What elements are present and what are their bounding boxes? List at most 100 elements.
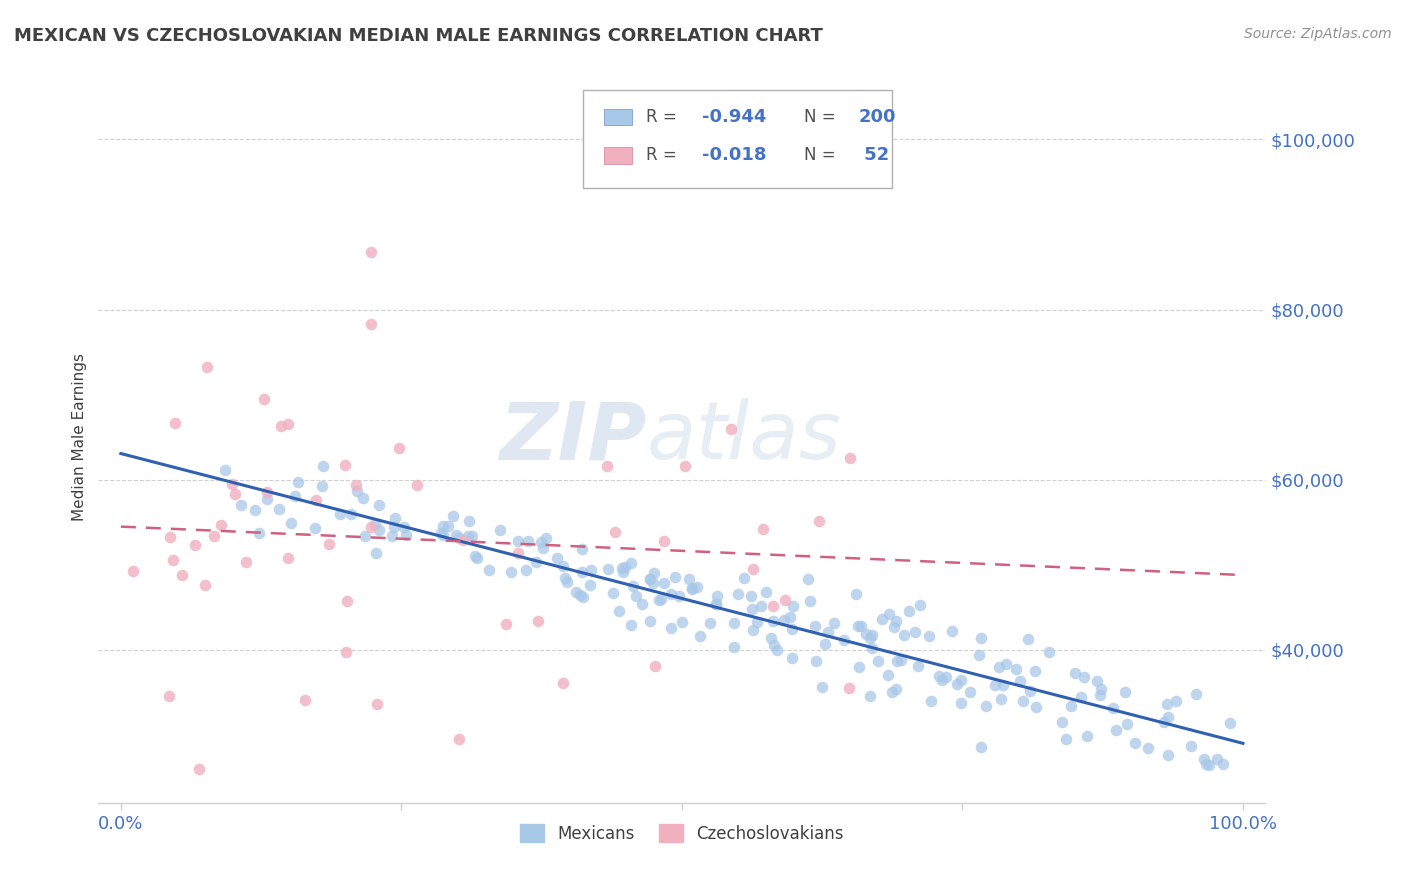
Point: [579, 577, 602, 591]
Point: [762, 599, 785, 613]
Point: [1114, 685, 1136, 699]
Text: MEXICAN VS CZECHOSLOVAKIAN MEDIAN MALE EARNINGS CORRELATION CHART: MEXICAN VS CZECHOSLOVAKIAN MEDIAN MALE E…: [14, 27, 823, 45]
Point: [811, 680, 834, 694]
Point: [1052, 714, 1074, 729]
Point: [640, 572, 662, 586]
Point: [654, 533, 676, 548]
Point: [465, 551, 488, 566]
Point: [846, 619, 869, 633]
Point: [364, 546, 387, 560]
Point: [1085, 673, 1108, 688]
Point: [229, 499, 252, 513]
Point: [638, 573, 661, 587]
Point: [235, 555, 257, 569]
Point: [531, 541, 554, 556]
Point: [294, 693, 316, 707]
Point: [699, 616, 721, 631]
Point: [621, 579, 644, 593]
Point: [457, 529, 479, 543]
Point: [311, 458, 333, 473]
Point: [568, 588, 591, 602]
Point: [488, 523, 510, 537]
Point: [478, 564, 501, 578]
Point: [950, 697, 973, 711]
Point: [664, 569, 686, 583]
Point: [430, 525, 453, 540]
Point: [763, 638, 786, 652]
Point: [1025, 699, 1047, 714]
Point: [823, 615, 845, 630]
Point: [344, 478, 367, 492]
Point: [741, 602, 763, 616]
Point: [565, 585, 588, 599]
Point: [890, 653, 912, 667]
Point: [681, 581, 703, 595]
Point: [686, 580, 709, 594]
Bar: [603, 147, 631, 163]
Point: [974, 698, 997, 713]
Point: [733, 571, 755, 585]
Point: [988, 659, 1011, 673]
Point: [779, 610, 801, 624]
Point: [572, 590, 595, 604]
Point: [803, 619, 825, 633]
Point: [329, 507, 352, 521]
Point: [631, 597, 654, 611]
Point: [305, 493, 328, 508]
Point: [931, 673, 953, 687]
Point: [353, 529, 375, 543]
Point: [983, 678, 1005, 692]
Point: [624, 589, 647, 603]
Point: [918, 629, 941, 643]
Point: [860, 641, 883, 656]
Point: [602, 586, 624, 600]
Point: [432, 528, 454, 542]
Point: [464, 549, 486, 564]
Text: -0.944: -0.944: [702, 109, 766, 127]
Point: [195, 359, 218, 374]
Point: [1010, 673, 1032, 688]
Point: [243, 503, 266, 517]
Point: [352, 491, 374, 506]
Point: [991, 678, 1014, 692]
Point: [704, 597, 727, 611]
Point: [740, 589, 762, 603]
Text: R =: R =: [645, 146, 682, 164]
Point: [530, 535, 553, 549]
Point: [772, 613, 794, 627]
Point: [187, 762, 209, 776]
Point: [546, 551, 568, 566]
Point: [1018, 684, 1040, 698]
Point: [284, 489, 307, 503]
Point: [360, 317, 382, 331]
Point: [387, 442, 409, 456]
Point: [340, 507, 363, 521]
Point: [382, 520, 405, 534]
Point: [648, 592, 671, 607]
Point: [1038, 645, 1060, 659]
Point: [742, 623, 765, 637]
Point: [1060, 699, 1083, 714]
Point: [959, 685, 981, 699]
Point: [1005, 662, 1028, 676]
Point: [727, 587, 749, 601]
Point: [941, 624, 963, 639]
Point: [527, 614, 550, 628]
Point: [1105, 723, 1128, 737]
Point: [335, 458, 357, 472]
Point: [882, 685, 904, 699]
Point: [515, 563, 537, 577]
Point: [671, 615, 693, 629]
Point: [163, 416, 186, 430]
Point: [184, 538, 207, 552]
Text: N =: N =: [803, 146, 841, 164]
Point: [311, 479, 333, 493]
Text: ZIP: ZIP: [499, 398, 647, 476]
Point: [678, 572, 700, 586]
Point: [970, 631, 993, 645]
Point: [596, 459, 619, 474]
Point: [451, 533, 474, 547]
Point: [1198, 758, 1220, 772]
Point: [194, 578, 217, 592]
Point: [1088, 688, 1111, 702]
